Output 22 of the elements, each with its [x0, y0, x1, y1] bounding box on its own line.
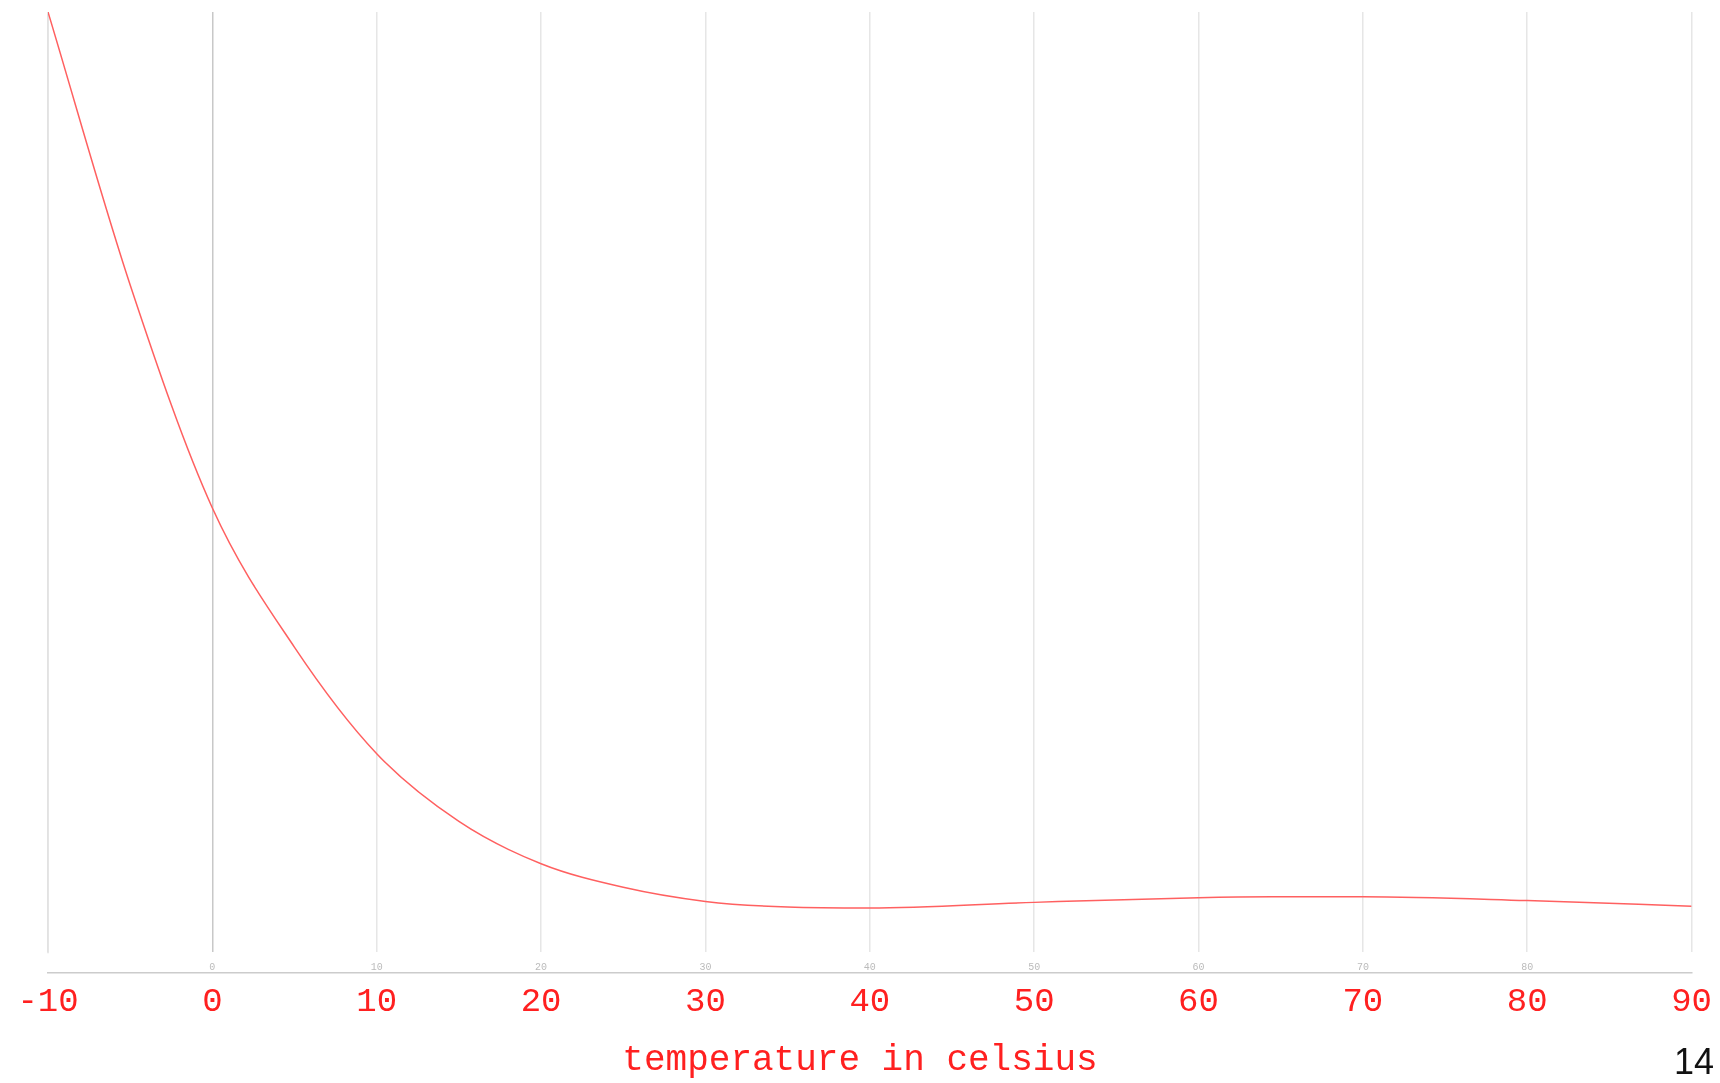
x-tick-label: 40 — [849, 982, 891, 1021]
x-tick-label: 10 — [356, 982, 398, 1021]
x2-tick-label: 40 — [863, 961, 876, 973]
x2-tick-label: 0 — [209, 961, 216, 973]
x-tick-label: 30 — [685, 982, 726, 1021]
x-axis-title: temperature in celsius — [622, 1040, 1098, 1081]
x2-tick-label: 70 — [1356, 961, 1369, 973]
text: 14 — [1673, 1041, 1714, 1083]
x-tick-label: -10 — [17, 982, 79, 1021]
x-tick-label: 70 — [1342, 982, 1384, 1021]
x-tick-label: 50 — [1013, 982, 1055, 1021]
x-tick-label: 80 — [1506, 982, 1548, 1021]
x2-tick-label: 60 — [1192, 961, 1205, 973]
x2-tick-label: 20 — [535, 961, 548, 973]
x-tick-label: 0 — [202, 982, 223, 1021]
x-tick-label: 90 — [1671, 982, 1712, 1021]
x2-tick-label: 30 — [699, 961, 712, 973]
x2-tick-label: 80 — [1521, 961, 1534, 973]
x2-tick-label: 50 — [1028, 961, 1041, 973]
x-tick-label: 60 — [1178, 982, 1219, 1021]
x-tick-label: 20 — [520, 982, 562, 1021]
x2-tick-label: 10 — [370, 961, 383, 973]
